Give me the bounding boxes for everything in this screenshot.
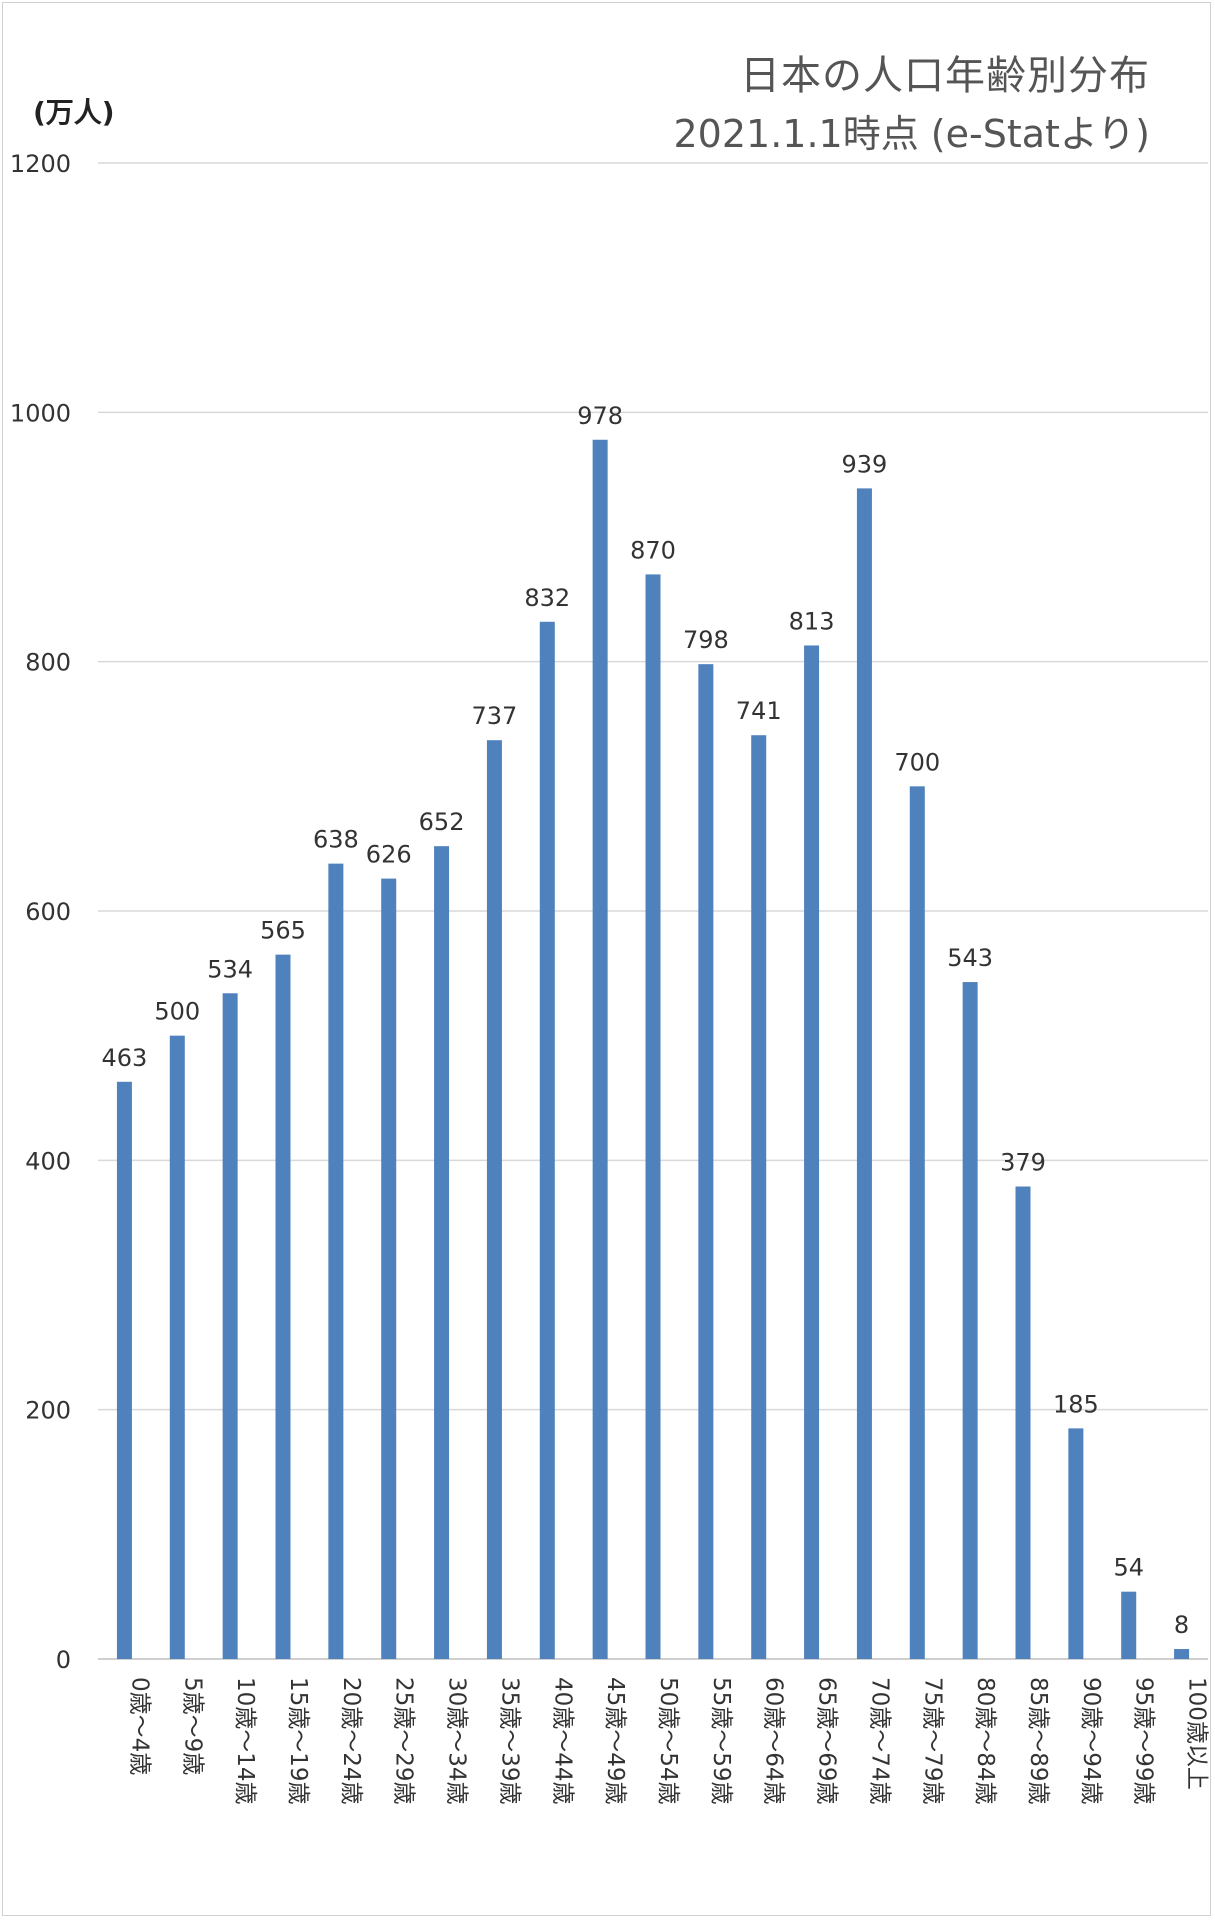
data-label: 737 <box>472 702 518 730</box>
x-tick-label: 35歳～39歳 <box>496 1677 522 1805</box>
data-label: 870 <box>630 536 676 564</box>
x-tick-label: 100歳以上 <box>1184 1677 1210 1790</box>
y-axis-ticks: 0 200 400 600 800 1000 1200 <box>10 150 71 1674</box>
bar <box>751 735 767 1659</box>
y-tick-label: 0 <box>56 1646 71 1674</box>
data-label: 463 <box>102 1044 148 1072</box>
data-label: 54 <box>1113 1554 1144 1582</box>
data-label: 813 <box>789 607 835 635</box>
x-tick-label: 70歳～74歳 <box>866 1677 892 1805</box>
bar <box>1068 1428 1084 1659</box>
x-tick-label: 20歳～24歳 <box>338 1677 364 1805</box>
x-tick-label: 45歳～49歳 <box>602 1677 628 1805</box>
data-label: 741 <box>736 697 782 725</box>
chart-subtitle: 2021.1.1時点 (e-Statより) <box>673 112 1151 156</box>
x-tick-label: 75歳～79歳 <box>919 1677 945 1805</box>
x-tick-label: 15歳～19歳 <box>285 1677 311 1805</box>
data-label: 638 <box>313 826 359 854</box>
x-tick-label: 10歳～14歳 <box>232 1677 258 1805</box>
bar <box>856 488 872 1659</box>
chart-title: 日本の人口年齢別分布 <box>740 53 1150 99</box>
bar <box>592 439 608 1659</box>
bar <box>381 878 397 1659</box>
bar <box>1121 1591 1137 1659</box>
data-label: 543 <box>947 944 993 972</box>
bar <box>434 846 450 1659</box>
x-tick-label: 65歳～69歳 <box>814 1677 840 1805</box>
x-tick-label: 30歳～34歳 <box>444 1677 470 1805</box>
data-label: 8 <box>1174 1611 1189 1639</box>
bar <box>116 1081 132 1659</box>
x-tick-label: 60歳～64歳 <box>761 1677 787 1805</box>
data-label: 379 <box>1000 1149 1046 1177</box>
x-tick-label: 50歳～54歳 <box>655 1677 681 1805</box>
bar <box>222 993 238 1659</box>
bar <box>539 621 555 1659</box>
x-tick-label: 0歳～4歳 <box>126 1677 152 1775</box>
bar <box>169 1035 185 1659</box>
data-label: 652 <box>419 808 465 836</box>
x-tick-label: 80歳～84歳 <box>972 1677 998 1805</box>
x-tick-label: 95歳～99歳 <box>1131 1677 1157 1805</box>
bars <box>116 439 1190 1659</box>
x-tick-label: 5歳～9歳 <box>179 1677 205 1775</box>
bar <box>645 574 661 1659</box>
y-tick-label: 1200 <box>10 150 71 178</box>
data-label: 565 <box>260 917 306 945</box>
x-tick-label: 90歳～94歳 <box>1078 1677 1104 1805</box>
x-tick-label: 25歳～29歳 <box>391 1677 417 1805</box>
y-tick-label: 400 <box>25 1147 71 1175</box>
bar <box>1174 1649 1190 1659</box>
bar <box>275 954 291 1659</box>
bar <box>698 664 714 1659</box>
data-label: 626 <box>366 841 412 869</box>
data-label: 978 <box>577 402 623 430</box>
bar <box>804 645 820 1659</box>
bar <box>962 982 978 1659</box>
y-tick-label: 200 <box>25 1397 71 1425</box>
bar <box>1015 1186 1031 1659</box>
x-tick-label: 40歳～44歳 <box>549 1677 575 1805</box>
y-axis-unit-label: (万人) <box>33 96 115 129</box>
data-label: 832 <box>524 584 570 612</box>
x-axis-ticks: 0歳～4歳 5歳～9歳 10歳～14歳 15歳～19歳 20歳～24歳 25歳～29歳 30… <box>126 1677 1209 1805</box>
data-label: 700 <box>894 748 940 776</box>
data-label: 185 <box>1053 1390 1099 1418</box>
y-tick-label: 600 <box>25 898 71 926</box>
bar <box>909 786 925 1659</box>
bar <box>328 863 344 1659</box>
bar <box>486 740 502 1659</box>
x-tick-label: 55歳～59歳 <box>708 1677 734 1805</box>
data-label: 798 <box>683 626 729 654</box>
data-label: 534 <box>207 955 253 983</box>
y-tick-label: 800 <box>25 649 71 677</box>
x-tick-label: 85歳～89歳 <box>1025 1677 1051 1805</box>
y-tick-label: 1000 <box>10 399 71 427</box>
data-label: 939 <box>842 450 888 478</box>
data-label: 500 <box>154 998 200 1026</box>
